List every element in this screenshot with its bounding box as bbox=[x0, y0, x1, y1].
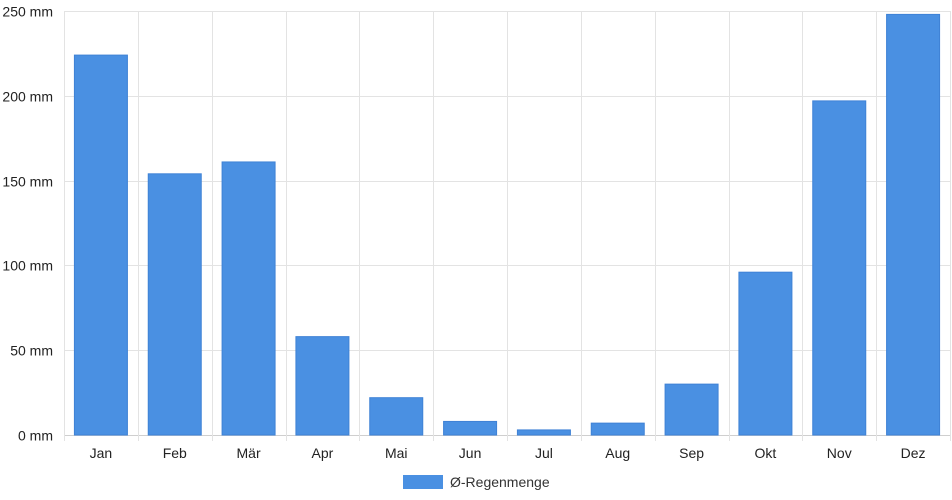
x-tick-label: Sep bbox=[679, 445, 704, 461]
x-tick-label: Aug bbox=[605, 445, 630, 461]
x-tick-label: Jan bbox=[90, 445, 113, 461]
x-tick-label: Mär bbox=[237, 445, 261, 461]
bar-jan[interactable] bbox=[73, 54, 128, 436]
grid bbox=[64, 11, 951, 441]
bar-sep[interactable] bbox=[664, 383, 719, 436]
legend-label[interactable]: Ø-Regenmenge bbox=[450, 474, 550, 490]
y-tick-label: 0 mm bbox=[18, 428, 53, 444]
x-tick-label: Mai bbox=[385, 445, 408, 461]
x-tick-label: Okt bbox=[755, 445, 777, 461]
x-tick-label: Nov bbox=[827, 445, 852, 461]
x-tick-label: Jul bbox=[535, 445, 553, 461]
bar-mai[interactable] bbox=[369, 397, 424, 436]
bar-dez[interactable] bbox=[886, 13, 941, 436]
bar-mär[interactable] bbox=[221, 161, 276, 436]
y-tick-label: 100 mm bbox=[2, 258, 53, 274]
legend-swatch[interactable] bbox=[403, 475, 443, 489]
y-tick-label: 150 mm bbox=[2, 174, 53, 190]
y-tick-label: 200 mm bbox=[2, 89, 53, 105]
x-tick-label: Dez bbox=[901, 445, 926, 461]
bar-jun[interactable] bbox=[443, 420, 498, 436]
bar-feb[interactable] bbox=[147, 173, 202, 436]
legend[interactable]: Ø-Regenmenge bbox=[403, 474, 550, 490]
x-tick-label: Apr bbox=[312, 445, 334, 461]
y-tick-label: 50 mm bbox=[10, 343, 53, 359]
bar-nov[interactable] bbox=[812, 100, 867, 436]
bar-aug[interactable] bbox=[590, 422, 645, 436]
axes: 0 mm 50 mm 100 mm 150 mm 200 mm 250 mm Jan Feb M… bbox=[2, 4, 925, 462]
y-tick-label: 250 mm bbox=[2, 4, 53, 20]
bar-okt[interactable] bbox=[738, 271, 793, 436]
x-tick-label: Feb bbox=[163, 445, 187, 461]
x-tick-label: Jun bbox=[459, 445, 482, 461]
bar-apr[interactable] bbox=[295, 336, 350, 436]
bars bbox=[73, 13, 941, 436]
bar-jul[interactable] bbox=[516, 429, 571, 436]
